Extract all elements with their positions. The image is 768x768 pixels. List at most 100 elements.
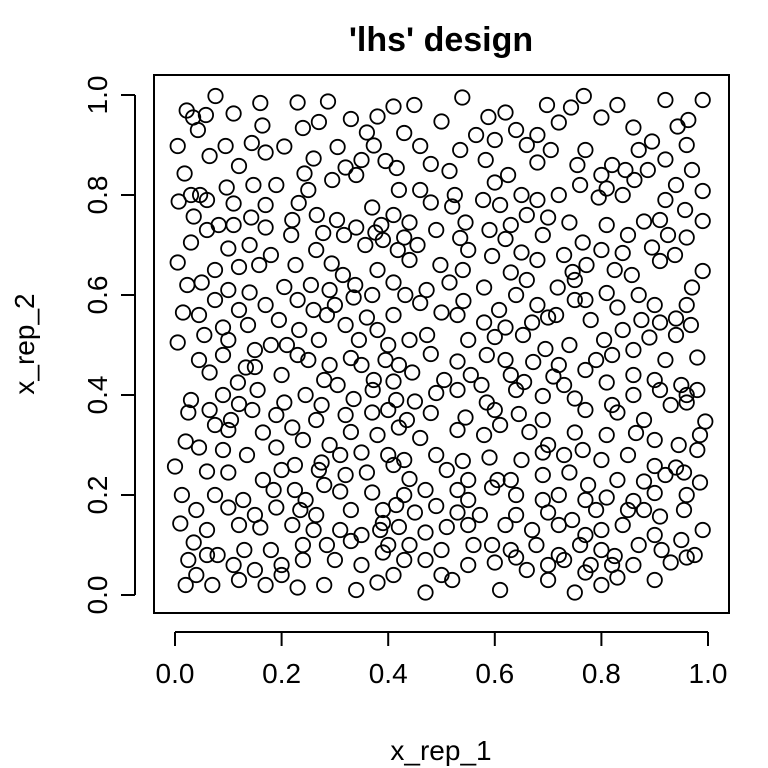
data-point [646, 296, 663, 314]
data-point [172, 515, 189, 532]
x-axis-title: x_rep_1 [390, 735, 491, 766]
data-point [593, 109, 610, 126]
data-point [623, 266, 640, 284]
data-point [245, 176, 262, 194]
data-point [308, 411, 325, 429]
data-point [449, 481, 466, 499]
data-point [214, 386, 232, 404]
data-point [433, 113, 450, 130]
data-point [561, 336, 578, 354]
data-point [318, 536, 335, 554]
data-point [518, 136, 535, 154]
data-point [578, 256, 595, 274]
data-point [497, 516, 514, 534]
data-point [166, 458, 184, 475]
data-point [534, 411, 551, 429]
data-point [321, 356, 338, 374]
data-point [593, 521, 610, 539]
data-point [345, 289, 362, 306]
data-point [315, 224, 332, 242]
data-point [358, 309, 375, 326]
data-point [534, 387, 551, 405]
data-point [507, 286, 525, 304]
data-point [332, 521, 349, 539]
data-point [297, 386, 314, 404]
data-point [385, 306, 402, 324]
data-point [486, 401, 503, 419]
data-point [598, 284, 615, 302]
data-point [510, 405, 527, 423]
data-point [513, 244, 530, 261]
data-point [550, 546, 567, 564]
data-point [667, 310, 685, 327]
data-point [246, 358, 263, 376]
data-point [502, 366, 519, 384]
data-point [689, 349, 706, 366]
data-point [497, 319, 514, 336]
data-point [198, 546, 216, 564]
data-point [254, 471, 271, 489]
data-point [678, 549, 695, 566]
data-point [302, 276, 319, 294]
data-point [321, 436, 338, 454]
data-point [308, 206, 325, 224]
data-point [635, 473, 653, 490]
data-point [697, 413, 714, 430]
data-point [653, 541, 670, 559]
data-point [678, 136, 695, 154]
data-point [507, 381, 525, 399]
data-point [545, 368, 562, 385]
data-point [342, 110, 359, 128]
data-point [529, 191, 546, 209]
data-point [627, 424, 645, 442]
data-point [449, 421, 466, 439]
data-point [444, 571, 461, 589]
data-point [691, 474, 709, 491]
data-point [614, 516, 631, 534]
data-point [432, 256, 449, 274]
data-point [625, 119, 642, 136]
data-point [619, 446, 637, 464]
data-point [342, 501, 359, 519]
data-point [481, 449, 498, 466]
data-point [169, 137, 186, 155]
data-point [353, 444, 370, 461]
data-point [480, 108, 497, 126]
data-point [268, 439, 285, 456]
data-point [539, 309, 557, 326]
data-point [598, 216, 615, 234]
data-point [401, 470, 418, 488]
data-point [417, 481, 434, 499]
chart-title: 'lhs' design [349, 21, 533, 59]
data-points [166, 87, 714, 601]
data-point [433, 541, 450, 559]
data-point [294, 551, 311, 569]
data-point [198, 521, 216, 539]
data-point [273, 556, 290, 574]
data-point [284, 419, 301, 436]
data-point [528, 536, 545, 554]
data-point [257, 219, 274, 236]
data-point [316, 576, 333, 594]
data-point [201, 401, 218, 419]
data-point [587, 351, 605, 369]
data-point [201, 364, 218, 381]
data-point [404, 364, 421, 381]
data-point [185, 534, 202, 551]
data-point [507, 486, 525, 504]
data-point [475, 426, 493, 444]
data-point [593, 241, 610, 259]
data-point [294, 536, 311, 554]
data-point [369, 321, 386, 339]
data-point [606, 261, 623, 279]
data-point [385, 98, 402, 115]
data-point [182, 391, 200, 409]
data-point [324, 171, 341, 189]
data-point [397, 286, 414, 304]
data-point [220, 240, 237, 257]
data-point [257, 296, 274, 314]
data-point [189, 121, 206, 139]
data-point [241, 236, 258, 254]
data-point [401, 331, 418, 349]
data-point [374, 544, 391, 561]
